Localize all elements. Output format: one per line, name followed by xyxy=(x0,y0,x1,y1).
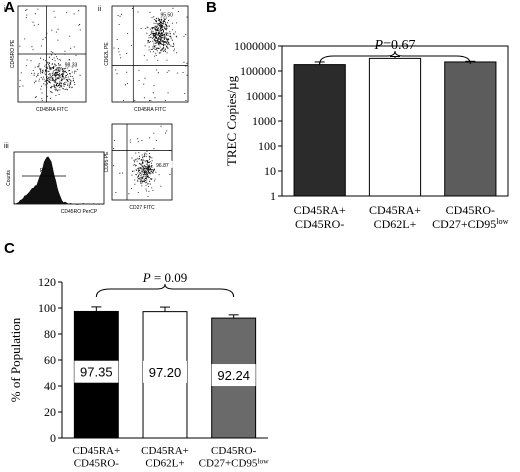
y-tick-label: 10 xyxy=(264,164,276,178)
bar-3 xyxy=(444,61,497,197)
y-tick-label: 20 xyxy=(44,405,56,419)
y-tick-label: 100000 xyxy=(240,64,276,78)
y-tick-label: 100 xyxy=(38,301,56,315)
gate-value: 98.33 xyxy=(65,63,78,69)
plot-roman-numeral: ii xyxy=(98,6,102,13)
p-value-annotation: P=0.67 xyxy=(374,38,416,53)
dot-plot-ylabel: CD45RO PE xyxy=(10,39,16,68)
category-label: CD45RA+ CD62L+ xyxy=(369,203,421,231)
gate-value: 96.87 xyxy=(156,163,169,169)
gate-value-bg xyxy=(152,160,173,168)
trec-chart: 1 10 100 1000 10000 100000 1000000 TREC Copies/… xyxy=(224,38,509,231)
category-label: CD45RO-CD27+CD95low xyxy=(199,445,270,470)
gate-value-bg xyxy=(156,10,177,18)
dot-plot-frame xyxy=(111,5,189,103)
y-tick-label: 120 xyxy=(38,275,56,289)
data-label-box xyxy=(211,364,256,387)
gate-value-bg xyxy=(61,60,82,68)
dot-cloud xyxy=(19,8,81,102)
plot-roman-numeral: i xyxy=(4,6,6,13)
y-tick-label: 1000 xyxy=(252,114,276,128)
dot-plot: 95.50 CD45RA FITC CD62L PE ii xyxy=(98,5,189,113)
y-tick-label: 60 xyxy=(44,353,56,367)
y-tick-label: 1000000 xyxy=(234,39,276,53)
y-tick-label: 40 xyxy=(44,379,56,393)
data-label: 97.35 xyxy=(80,365,113,380)
dot-plot: 96.87 CD27 FITC CD95 PE xyxy=(104,123,173,211)
panel-label-b: B xyxy=(206,0,217,16)
dot-plot: 98.33 CD45RA FITC CD45RO PE i xyxy=(4,5,87,113)
significance-brace xyxy=(319,50,471,65)
data-label-box xyxy=(143,360,187,383)
histogram-ylabel: Counts xyxy=(6,170,12,186)
panel-label-a: A xyxy=(4,0,15,16)
histogram-xlabel: CD45RO PerCP xyxy=(61,209,98,215)
histogram-plot: R2 CD45RO PerCP Counts iii xyxy=(4,143,105,215)
dot-plot-ylabel: CD95 PE xyxy=(104,151,110,173)
data-label: 97.20 xyxy=(149,365,182,380)
histogram-gate-label: R2 xyxy=(40,168,47,174)
category-label: CD45RA+ CD45RO- xyxy=(294,203,346,231)
significance-brace xyxy=(95,283,235,298)
y-axis-title: TREC Copies/µg xyxy=(224,75,239,166)
y-axis-title: % of Population xyxy=(8,317,23,402)
p-value-annotation: P = 0.09 xyxy=(142,270,188,285)
data-label-box xyxy=(74,360,119,383)
histogram-area xyxy=(14,156,104,205)
population-chart: 0 20 40 60 80 100 120 % of Population 97.35 CD45R… xyxy=(8,270,269,470)
plot-roman-numeral: iii xyxy=(4,143,9,150)
dot-plot-xlabel: CD45RA FITC xyxy=(36,107,68,113)
category-label: CD45RA+ CD62L+ xyxy=(141,445,189,470)
y-tick-label: 0 xyxy=(50,431,56,445)
flow-cytometry-panel: 98.33 CD45RA FITC CD45RO PE i 95.50 CD45RA FI… xyxy=(4,5,189,215)
y-tick-label: 10000 xyxy=(246,89,276,103)
dot-plot-xlabel: CD27 FITC xyxy=(129,205,155,211)
dot-plot-ylabel: CD62L PE xyxy=(104,42,110,66)
data-label: 92.24 xyxy=(217,368,250,383)
category-label: CD45RA+ CD45RO- xyxy=(72,445,120,470)
dot-plot-xlabel: CD45RA FITC xyxy=(134,107,166,113)
panel-label-c: C xyxy=(4,240,15,257)
category-label: CD45RO-CD27+CD95low xyxy=(432,203,508,231)
y-tick-label: 1 xyxy=(270,189,276,203)
y-tick-label: 100 xyxy=(258,139,276,153)
y-tick-label: 80 xyxy=(44,327,56,341)
bar-2 xyxy=(368,57,422,197)
bar-1 xyxy=(293,64,346,197)
gate-value: 95.50 xyxy=(160,13,173,19)
